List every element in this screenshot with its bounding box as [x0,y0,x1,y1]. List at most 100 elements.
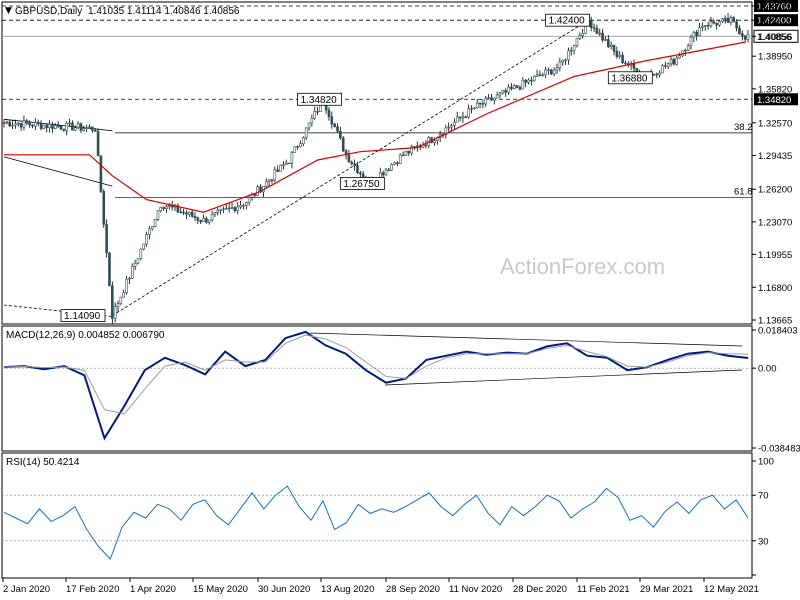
macd-title: MACD(12,26,9) 0.004852 0.006790 [6,330,165,341]
price-annotation-label: 1.36880 [611,73,648,84]
candle-body [79,123,83,131]
date-tick-label: 11 Nov 2020 [449,584,502,595]
candle-body [732,17,736,23]
candle-body [632,63,636,69]
candle-body [59,125,63,130]
candle-body [532,76,536,82]
rsi-title: RSI(14) 50.4214 [6,457,80,468]
price-annotation-label: 1.14090 [64,311,101,322]
candle-body [219,209,222,211]
candle-body [484,98,488,105]
candle-body [290,152,294,164]
candle-body [82,128,86,131]
candle-body [535,74,539,77]
macd-plot [2,330,752,441]
candle-body [119,296,123,304]
price-annotation-box [607,71,653,85]
candle-body [433,140,436,143]
candle-body [424,144,428,147]
candle-body [350,161,354,165]
candle-body [156,210,160,220]
candle-body [56,125,60,127]
candle-body [307,122,311,129]
candle-body [450,125,453,128]
macd-axis: 0.018403 0.00 -0.038483 [752,326,800,455]
ma-path [4,41,746,213]
candle-body [39,123,43,129]
candle-body [227,207,231,210]
candle-body [71,122,74,131]
date-tick-label: 12 May 2021 [704,584,759,595]
chart-title-arrow: ▼ [5,6,12,16]
candle-body [675,57,679,65]
candle-body [168,205,171,208]
candle-body [256,186,260,196]
candle-body [45,124,49,128]
candle-body [655,73,659,76]
candle-body [624,62,627,64]
candle-body [159,206,163,212]
candle-body [93,130,97,132]
macd-signal-line [3,334,749,415]
candle-body [686,45,690,51]
macd-tick-label: 0.018403 [758,326,798,337]
candle-body [185,212,188,215]
candle-body [336,126,339,132]
candle-body [401,154,405,157]
candle-body [723,17,727,20]
candle-body [128,278,131,280]
candle-body [310,117,314,124]
candle-body [738,27,741,35]
candle-body [447,126,450,129]
candle-body [393,162,396,165]
candle-body [552,69,556,75]
candle-body [604,39,607,41]
candle-body [558,61,562,69]
candle-body [735,21,738,29]
candle-body [507,86,510,93]
candle-body [162,206,165,210]
candle-body [153,218,157,227]
candle-body [284,162,288,166]
candle-body [14,123,17,126]
candle-body [453,121,456,126]
candle-body [207,219,211,223]
date-tick-label: 17 Feb 2020 [66,584,119,595]
candle-body [618,54,622,57]
candle-body [555,67,559,71]
candle-body [296,146,299,148]
candle-body [709,21,713,27]
candle-body [561,59,565,63]
candle-body [253,193,257,196]
candle-body [187,211,191,215]
candle-body [689,36,693,47]
price-tick-label: 1.32570 [758,118,792,129]
candle-body [695,32,698,36]
candle-body [236,206,240,212]
rsi-plot [2,485,752,560]
candle-body [270,179,274,182]
candle-body [85,127,88,129]
candle-body [458,116,462,119]
price-annotations: 1.42400 1.34820 1.36880 1.26750 1.14090 [60,13,653,322]
candle-body [302,137,305,145]
candle-body [589,19,593,28]
candle-body [239,205,242,208]
price-annotation-box [297,92,343,106]
candle-body [521,79,525,90]
candle-body [142,243,145,250]
candle-body [25,120,29,124]
candle-body [615,50,619,57]
channel-bottom-line [3,156,113,187]
candle-body [225,208,228,210]
candle-body [407,150,411,154]
candle-body [176,205,180,213]
candle-body [524,79,527,83]
candle-body [444,127,448,136]
candle-body [715,22,718,26]
candle-body [621,54,624,64]
candle-body [481,103,485,105]
candle-body [501,90,505,94]
candle-body [165,206,168,210]
candle-body [595,27,599,34]
